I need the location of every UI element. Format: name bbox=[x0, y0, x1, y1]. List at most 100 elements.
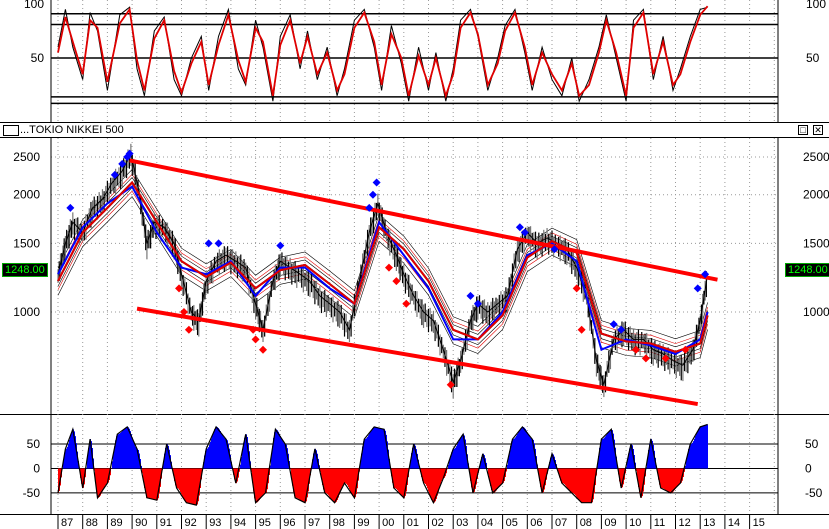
x-axis-label-00: 00 bbox=[382, 517, 394, 529]
red-diamond-marker bbox=[249, 325, 258, 334]
momentum-line bbox=[57, 423, 708, 506]
stochastic-series-1 bbox=[57, 5, 709, 99]
momentum-tick-left: 0 bbox=[33, 461, 40, 475]
stochastic-tick-right: 100 bbox=[806, 0, 826, 11]
close-button[interactable]: ✕ bbox=[813, 125, 823, 135]
momentum-y-ticks: 50 50 0 0 -50 -50 bbox=[23, 437, 823, 500]
x-axis-label-10: 10 bbox=[629, 517, 641, 529]
price-grid bbox=[50, 138, 779, 414]
x-axis-label-07: 07 bbox=[555, 517, 567, 529]
red-diamond-marker bbox=[384, 263, 393, 272]
x-axis-label-01: 01 bbox=[407, 517, 419, 529]
red-diamond-marker bbox=[631, 345, 640, 354]
red-diamond-marker bbox=[661, 354, 670, 363]
x-axis-label-95: 95 bbox=[259, 517, 271, 529]
price-tick-left: 1000 bbox=[13, 305, 40, 319]
red-diamond-marker bbox=[572, 284, 581, 293]
red-diamond-marker bbox=[179, 307, 188, 316]
blue-diamond-marker bbox=[693, 284, 702, 293]
x-axis-label-90: 90 bbox=[135, 517, 147, 529]
blue-diamond-marker bbox=[365, 203, 374, 212]
restore-button[interactable]: □ bbox=[798, 125, 808, 135]
x-axis-label-92: 92 bbox=[185, 517, 197, 529]
x-axis-label-93: 93 bbox=[209, 517, 221, 529]
red-diamond-marker bbox=[681, 345, 690, 354]
price-tick-left: 2000 bbox=[13, 188, 40, 202]
close-icon: ✕ bbox=[814, 125, 822, 135]
red-diamond-marker bbox=[641, 354, 650, 363]
blue-diamond-marker bbox=[118, 159, 127, 168]
momentum-area bbox=[57, 423, 708, 506]
x-axis-label-12: 12 bbox=[679, 517, 691, 529]
price-series bbox=[57, 143, 718, 407]
x-axis-label-09: 09 bbox=[604, 517, 616, 529]
blue-diamond-marker bbox=[66, 203, 75, 212]
red-diamond-marker bbox=[577, 325, 586, 334]
price-tick-right: 2500 bbox=[803, 150, 829, 164]
momentum-tick-right: 0 bbox=[805, 461, 812, 475]
momentum-tick-right: -50 bbox=[805, 486, 823, 500]
stochastic-tick-left: 100 bbox=[24, 0, 44, 11]
stochastic-series-0 bbox=[57, 6, 708, 103]
price-tick-right: 1500 bbox=[803, 236, 829, 250]
x-axis-label-06: 06 bbox=[530, 517, 542, 529]
x-axis-label-87: 87 bbox=[61, 517, 73, 529]
x-axis-label-04: 04 bbox=[481, 517, 493, 529]
blue-diamond-marker bbox=[609, 320, 618, 329]
channel-line bbox=[129, 158, 718, 282]
price-tick-left: 1500 bbox=[13, 236, 40, 250]
x-axis: 87 88 89 90 91 92 93 94 95 96 97 98 99 00 01 02 03 04 05 06… bbox=[0, 514, 829, 529]
blue-diamond-marker bbox=[473, 299, 482, 308]
red-diamond-marker bbox=[251, 335, 260, 344]
price-tick-left: 2500 bbox=[13, 150, 40, 164]
blue-diamond-marker bbox=[110, 170, 119, 179]
momentum-grid bbox=[50, 414, 779, 514]
channel-line bbox=[136, 306, 699, 407]
price-line bbox=[57, 152, 709, 387]
x-axis-label-89: 89 bbox=[110, 517, 122, 529]
momentum-tick-left: -50 bbox=[23, 486, 41, 500]
price-panel: 2500 2500 2000 2000 1500 1500 1000 1000 bbox=[0, 138, 829, 414]
envelope-band bbox=[57, 196, 708, 367]
stochastic-series bbox=[57, 5, 709, 103]
x-axis-label-97: 97 bbox=[308, 517, 320, 529]
red-diamond-marker bbox=[392, 277, 401, 286]
price-tick-right: 2000 bbox=[803, 188, 829, 202]
restore-icon: □ bbox=[800, 125, 806, 135]
slow-average-line bbox=[57, 180, 709, 353]
red-diamond-marker bbox=[446, 380, 455, 389]
x-axis-label-13: 13 bbox=[703, 517, 715, 529]
x-axis-label-91: 91 bbox=[160, 517, 172, 529]
blue-diamond-marker bbox=[368, 190, 377, 199]
stochastic-y-ticks: 100 100 50 50 bbox=[24, 0, 826, 65]
chart-window-title: ...TOKIO NIKKEI 500 bbox=[20, 124, 124, 136]
last-price-label-left: 1248.00 bbox=[2, 263, 48, 277]
window-icon bbox=[3, 125, 19, 136]
x-axis-label-03: 03 bbox=[456, 517, 468, 529]
x-axis-label-96: 96 bbox=[283, 517, 295, 529]
blue-diamond-marker bbox=[125, 149, 134, 158]
x-axis-label-94: 94 bbox=[234, 517, 246, 529]
blue-diamond-marker bbox=[520, 228, 529, 237]
blue-diamond-marker bbox=[204, 239, 213, 248]
price-markers bbox=[66, 149, 710, 389]
blue-diamond-marker bbox=[515, 223, 524, 232]
price-y-ticks: 2500 2500 2000 2000 1500 1500 1000 1000 bbox=[13, 150, 829, 319]
x-axis-label-98: 98 bbox=[333, 517, 345, 529]
momentum-tick-left: 50 bbox=[27, 437, 41, 451]
x-axis-label-14: 14 bbox=[728, 517, 740, 529]
price-tick-right: 1000 bbox=[803, 305, 829, 319]
blue-diamond-marker bbox=[466, 291, 475, 300]
x-axis-label-88: 88 bbox=[86, 517, 98, 529]
chart-window-titlebar[interactable]: ...TOKIO NIKKEI 500 □ ✕ bbox=[0, 122, 829, 138]
x-axis-label-08: 08 bbox=[580, 517, 592, 529]
stochastic-tick-right: 50 bbox=[806, 51, 820, 65]
red-diamond-marker bbox=[184, 325, 193, 334]
blue-diamond-marker bbox=[617, 325, 626, 334]
blue-diamond-marker bbox=[276, 241, 285, 250]
momentum-panel: 50 50 0 0 -50 -50 bbox=[0, 414, 829, 514]
red-diamond-marker bbox=[175, 284, 184, 293]
red-diamond-marker bbox=[402, 299, 411, 308]
x-axis-label-99: 99 bbox=[357, 517, 369, 529]
red-diamond-marker bbox=[259, 345, 268, 354]
